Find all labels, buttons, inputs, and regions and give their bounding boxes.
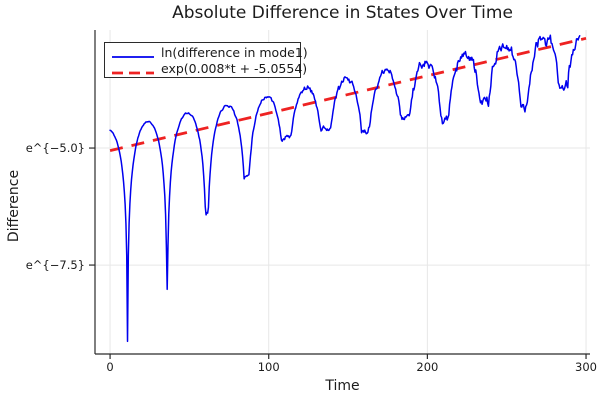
- measured-line-series: [109, 34, 581, 343]
- legend-entry: ln(difference in mode1): [111, 44, 308, 60]
- legend-entry-label: exp(0.008*t + -5.0554): [161, 60, 308, 76]
- legend-entry-label: ln(difference in mode1): [161, 44, 308, 60]
- x-tick-label: 300: [575, 360, 597, 374]
- x-tick-label: 100: [258, 360, 280, 374]
- y-tick-label: e^{−5.0}: [26, 141, 85, 155]
- fit-line-series: [109, 36, 587, 153]
- legend-line-sample-icon: [111, 47, 155, 58]
- legend-entry: exp(0.008*t + -5.0554): [111, 60, 307, 76]
- y-tick-label: e^{−7.5}: [26, 258, 85, 272]
- x-tick-label: 0: [106, 360, 113, 374]
- legend: ln(difference in mode1) exp(0.008*t + -5.…: [104, 42, 308, 78]
- legend-line-sample-icon: [111, 63, 155, 75]
- y-axis-label: Difference: [6, 169, 22, 243]
- x-axis-label: Time: [325, 378, 360, 394]
- chart-title: Absolute Difference in States Over Time: [172, 3, 513, 23]
- x-tick-label: 200: [416, 360, 438, 374]
